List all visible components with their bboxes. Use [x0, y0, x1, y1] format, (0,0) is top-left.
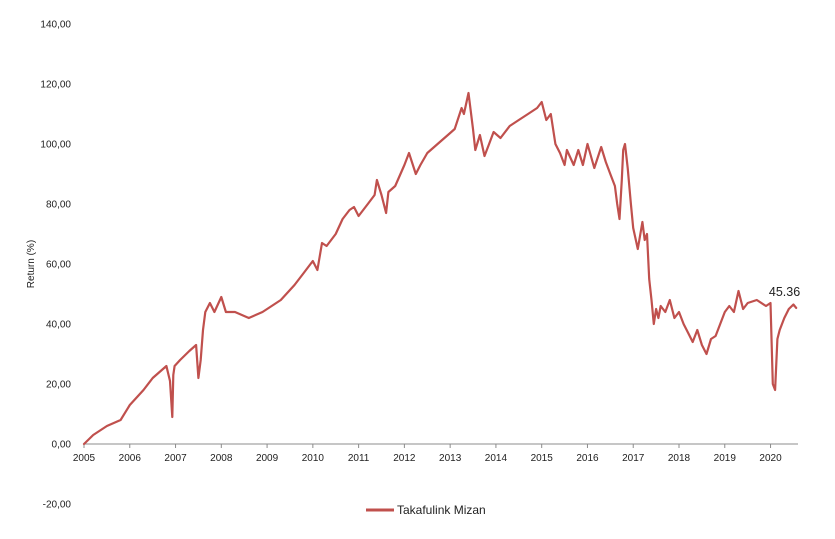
x-tick-label: 2012 — [393, 453, 416, 464]
x-tick-label: 2005 — [73, 453, 96, 464]
y-tick-label: -20,00 — [43, 500, 72, 511]
y-tick-label: 20,00 — [46, 380, 71, 391]
end-value-label: 45.36 — [769, 285, 800, 299]
x-tick-label: 2020 — [759, 453, 782, 464]
x-tick-label: 2013 — [439, 453, 462, 464]
x-tick-label: 2017 — [622, 453, 645, 464]
series-layer — [82, 91, 798, 446]
x-tick-label: 2015 — [531, 453, 554, 464]
series-line — [82, 91, 798, 446]
x-tick-label: 2018 — [668, 453, 691, 464]
x-axis-ticks: 2005 2006 2007 2008 2009 2010 2011 2012 2013 2014… — [73, 444, 782, 464]
y-tick-label: 60,00 — [46, 260, 71, 271]
y-tick-label: 80,00 — [46, 200, 71, 211]
x-tick-label: 2007 — [164, 453, 187, 464]
y-tick-label: 0,00 — [52, 440, 72, 451]
y-tick-label: 140,00 — [40, 20, 71, 31]
x-tick-label: 2011 — [348, 453, 370, 464]
y-tick-label: 40,00 — [46, 320, 71, 331]
y-tick-label: 120,00 — [40, 80, 71, 91]
y-axis-ticks: -20,00 0,00 20,00 40,00 60,00 80,00 100,00 120,… — [40, 20, 71, 511]
y-tick-label: 100,00 — [40, 140, 71, 151]
x-tick-label: 2010 — [302, 453, 325, 464]
x-tick-label: 2016 — [576, 453, 599, 464]
legend-label: Takafulink Mizan — [397, 503, 486, 517]
x-tick-label: 2008 — [210, 453, 233, 464]
x-tick-label: 2019 — [714, 453, 737, 464]
y-axis-title: Return (%) — [26, 240, 37, 288]
legend: Takafulink Mizan — [366, 503, 486, 517]
x-tick-label: 2006 — [119, 453, 142, 464]
x-tick-label: 2014 — [485, 453, 508, 464]
x-tick-label: 2009 — [256, 453, 279, 464]
